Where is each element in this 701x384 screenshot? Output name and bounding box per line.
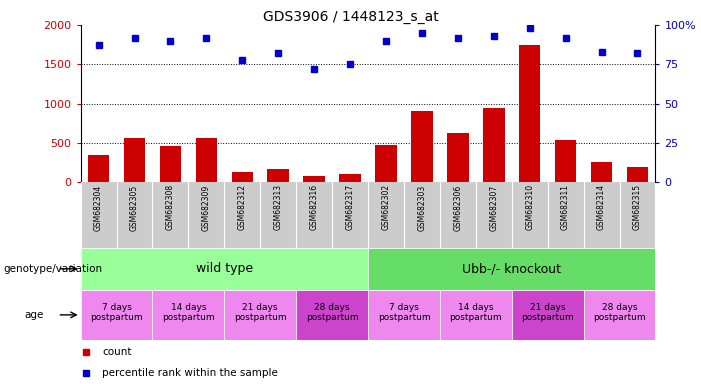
- Text: GSM682314: GSM682314: [597, 184, 606, 230]
- Bar: [153, 182, 189, 248]
- Bar: [81, 290, 153, 340]
- Text: 21 days
postpartum: 21 days postpartum: [234, 303, 287, 322]
- Text: 21 days
postpartum: 21 days postpartum: [522, 303, 574, 322]
- Text: GSM682317: GSM682317: [346, 184, 355, 230]
- Bar: [153, 290, 224, 340]
- Text: wild type: wild type: [196, 262, 253, 275]
- Bar: [339, 174, 361, 182]
- Bar: [627, 167, 648, 182]
- Bar: [160, 146, 181, 182]
- Bar: [196, 138, 217, 182]
- Bar: [375, 146, 397, 182]
- Text: 14 days
postpartum: 14 days postpartum: [449, 303, 502, 322]
- Bar: [440, 182, 476, 248]
- Bar: [224, 290, 297, 340]
- Text: GSM682312: GSM682312: [238, 184, 247, 230]
- Text: count: count: [102, 347, 132, 357]
- Bar: [447, 133, 468, 182]
- Text: GSM682313: GSM682313: [273, 184, 283, 230]
- Bar: [88, 155, 109, 182]
- Text: 28 days
postpartum: 28 days postpartum: [306, 303, 358, 322]
- Text: GSM682311: GSM682311: [561, 184, 570, 230]
- Text: GSM682308: GSM682308: [166, 184, 175, 230]
- Bar: [368, 182, 404, 248]
- Bar: [81, 248, 368, 290]
- Bar: [440, 290, 512, 340]
- Bar: [124, 137, 145, 182]
- Bar: [519, 45, 540, 182]
- Bar: [584, 290, 655, 340]
- Bar: [512, 182, 547, 248]
- Text: GSM682305: GSM682305: [130, 184, 139, 231]
- Bar: [268, 169, 289, 182]
- Text: GSM682316: GSM682316: [310, 184, 319, 230]
- Bar: [483, 108, 505, 182]
- Bar: [81, 182, 116, 248]
- Bar: [512, 290, 583, 340]
- Bar: [368, 248, 655, 290]
- Text: GSM682304: GSM682304: [94, 184, 103, 231]
- Bar: [297, 182, 332, 248]
- Text: GSM682303: GSM682303: [417, 184, 426, 231]
- Text: genotype/variation: genotype/variation: [4, 264, 102, 274]
- Bar: [304, 176, 325, 182]
- Bar: [547, 182, 584, 248]
- Text: GDS3906 / 1448123_s_at: GDS3906 / 1448123_s_at: [263, 10, 438, 23]
- Bar: [260, 182, 297, 248]
- Bar: [584, 182, 620, 248]
- Text: 7 days
postpartum: 7 days postpartum: [378, 303, 430, 322]
- Bar: [224, 182, 260, 248]
- Bar: [476, 182, 512, 248]
- Text: 7 days
postpartum: 7 days postpartum: [90, 303, 143, 322]
- Bar: [116, 182, 153, 248]
- Text: GSM682309: GSM682309: [202, 184, 211, 231]
- Text: 28 days
postpartum: 28 days postpartum: [593, 303, 646, 322]
- Bar: [620, 182, 655, 248]
- Text: percentile rank within the sample: percentile rank within the sample: [102, 368, 278, 378]
- Text: GSM682302: GSM682302: [381, 184, 390, 230]
- Bar: [189, 182, 224, 248]
- Bar: [332, 182, 368, 248]
- Bar: [555, 140, 576, 182]
- Bar: [404, 182, 440, 248]
- Bar: [368, 290, 440, 340]
- Text: GSM682315: GSM682315: [633, 184, 642, 230]
- Text: Ubb-/- knockout: Ubb-/- knockout: [462, 262, 562, 275]
- Bar: [411, 111, 433, 182]
- Bar: [591, 162, 613, 182]
- Text: 14 days
postpartum: 14 days postpartum: [162, 303, 215, 322]
- Text: GSM682310: GSM682310: [525, 184, 534, 230]
- Text: GSM682306: GSM682306: [454, 184, 463, 231]
- Text: GSM682307: GSM682307: [489, 184, 498, 231]
- Text: age: age: [25, 310, 44, 320]
- Bar: [297, 290, 368, 340]
- Bar: [231, 172, 253, 182]
